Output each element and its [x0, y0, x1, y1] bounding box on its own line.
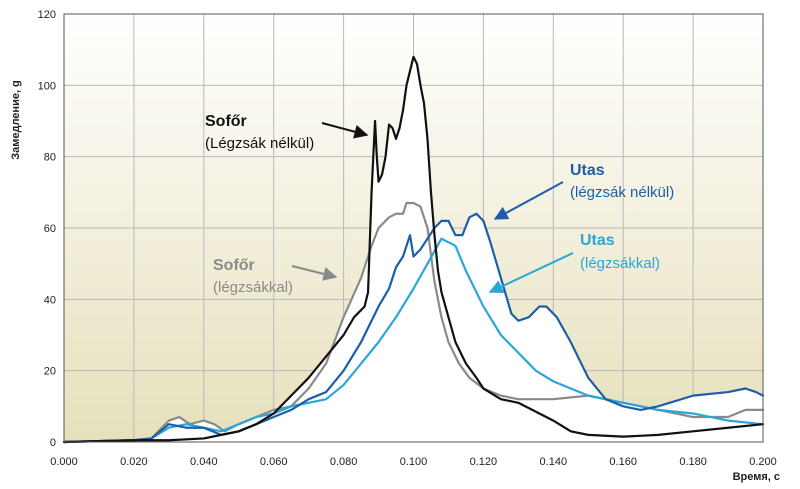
- y-tick-label: 120: [38, 9, 56, 21]
- x-tick-label: 0.160: [609, 456, 637, 468]
- x-axis-title: Время, c: [733, 471, 780, 483]
- annotation-utas-kal-arrow: [488, 252, 574, 293]
- x-tick-labels: 0.000 0.020 0.040 0.060 0.080 0.100 0.120 0.140…: [50, 456, 777, 468]
- y-tick-label: 40: [44, 294, 56, 306]
- x-tick-label: 0.080: [330, 456, 358, 468]
- annotation-utas-kal: Utas (légzsákkal): [488, 232, 660, 293]
- annotation-utas-nelkul-title: Utas: [570, 162, 605, 179]
- annotation-sofor-nelkul-arrow: [321, 122, 369, 139]
- y-tick-label: 0: [50, 437, 56, 449]
- annotation-utas-nelkul-subtitle: (légzsák nélkül): [570, 184, 674, 201]
- y-tick-label: 60: [44, 223, 56, 235]
- plot-frame: [63, 13, 764, 443]
- annotation-sofor-kal-title: Sofőr: [213, 257, 255, 274]
- x-tick-label: 0.100: [400, 456, 428, 468]
- annotation-utas-nelkul-arrow: [493, 181, 564, 220]
- x-tick-label: 0.140: [540, 456, 568, 468]
- x-tick-label: 0.060: [260, 456, 288, 468]
- x-tick-label: 0.000: [50, 456, 78, 468]
- annotation-utas-kal-subtitle: (légzsákkal): [580, 255, 660, 272]
- x-tick-label: 0.020: [120, 456, 148, 468]
- y-tick-label: 100: [38, 80, 56, 92]
- upper-envelope-fill: [64, 56, 763, 443]
- annotation-utas-kal-title: Utas: [580, 232, 615, 249]
- series-lines: [62, 55, 765, 444]
- annotation-sofor-kal-subtitle: (légzsákkal): [213, 279, 293, 296]
- series-line-utas-kal: [62, 237, 765, 444]
- annotation-sofor-kal: Sofőr (légzsákkal): [213, 257, 338, 296]
- annotation-utas-nelkul: Utas (légzsák nélkül): [493, 162, 674, 220]
- series-line-sofor-kal: [62, 201, 765, 444]
- x-tick-label: 0.040: [190, 456, 218, 468]
- y-axis-title: Замедление, g: [10, 80, 22, 160]
- annotation-sofor-kal-arrow: [291, 265, 338, 281]
- x-tick-label: 0.180: [679, 456, 707, 468]
- annotation-sofor-nelkul-title: Sofőr: [205, 113, 247, 130]
- annotation-sofor-nelkul-subtitle: (Légzsák nélkül): [205, 135, 314, 152]
- y-tick-label: 80: [44, 152, 56, 164]
- annotation-sofor-nelkul: Sofőr (Légzsák nélkül): [205, 113, 369, 152]
- x-tick-label: 0.120: [470, 456, 498, 468]
- y-tick-labels: 0 20 40 60 80 100 120: [38, 9, 56, 449]
- x-tick-label: 0.200: [749, 456, 777, 468]
- series-line-sofor-nelkul: [62, 55, 765, 444]
- y-tick-label: 20: [44, 366, 56, 378]
